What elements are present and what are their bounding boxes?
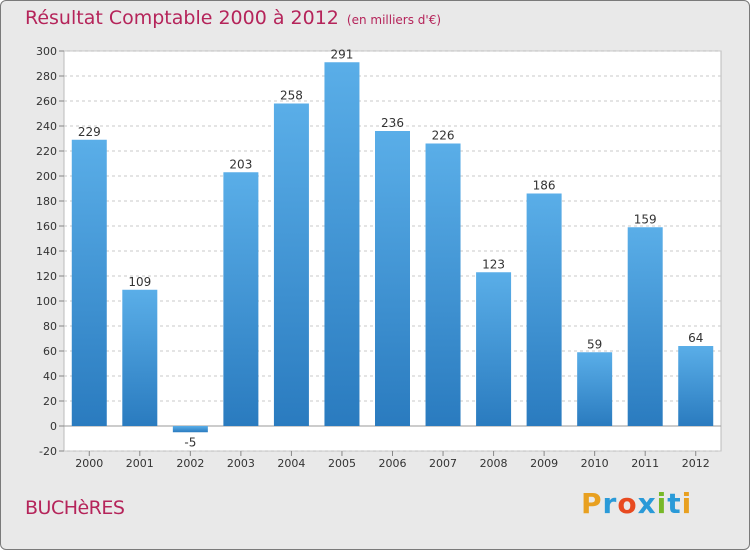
x-tick-label: 2005 [328,457,356,470]
x-tick-label: 2009 [530,457,558,470]
y-tick-label: 120 [36,270,57,283]
y-tick-label: 280 [36,70,57,83]
y-tick-label: 160 [36,220,57,233]
x-tick-label: 2001 [126,457,154,470]
bar-2006 [375,131,410,426]
value-label: 59 [587,337,602,351]
logo-letter: i [656,487,668,520]
y-tick-label: 0 [50,420,57,433]
x-tick-label: 2012 [682,457,710,470]
proxiti-logo: Proxiti [581,487,692,520]
value-label: 258 [280,89,303,103]
value-label: 123 [482,257,505,271]
logo-letter: i [681,487,693,520]
x-tick-label: 2007 [429,457,457,470]
y-tick-label: 200 [36,170,57,183]
value-label: 159 [634,212,657,226]
y-tick-label: 300 [36,45,57,58]
value-label: 186 [533,179,556,193]
bar-2007 [425,143,461,426]
x-tick-label: 2004 [277,457,305,470]
x-tick-label: 2010 [581,457,609,470]
chart-subtitle: (en milliers d'€) [346,13,442,27]
value-label: 203 [229,157,252,171]
x-tick-label: 2011 [631,457,659,470]
bar-2004 [273,103,309,426]
x-tick-label: 2006 [379,457,407,470]
x-tick-label: 2002 [176,457,204,470]
y-tick-label: -20 [39,445,57,458]
bar-2003 [223,172,259,426]
bar-2001 [122,289,158,426]
commune-name: BUCHèRES [25,497,125,519]
logo-letter: x [637,487,657,520]
value-label: 226 [432,129,455,143]
x-tick-label: 2008 [480,457,508,470]
bar-2005 [324,62,360,426]
logo-letter: r [602,487,618,520]
y-tick-label: 20 [43,395,57,408]
logo-letter: o [617,487,638,520]
y-tick-label: 180 [36,195,57,208]
bar-2000 [71,139,107,426]
bar-2012 [678,346,714,426]
bar-2002 [172,426,208,433]
y-tick-label: 100 [36,295,57,308]
value-label: -5 [184,435,196,449]
bar-2010 [577,352,613,426]
bar-2008 [476,272,512,426]
y-tick-label: 60 [43,345,57,358]
chart-title: Résultat Comptable 2000 à 2012 (en millie… [25,7,441,29]
y-tick-label: 140 [36,245,57,258]
y-tick-label: 240 [36,120,57,133]
y-tick-label: 40 [43,370,57,383]
x-tick-label: 2000 [75,457,103,470]
logo-letter: P [581,487,603,520]
y-tick-label: 80 [43,320,57,333]
bar-2009 [526,193,562,426]
chart-title-text: Résultat Comptable 2000 à 2012 [25,7,339,29]
logo-letter: t [667,487,682,520]
x-tick-label: 2003 [227,457,255,470]
y-tick-label: 260 [36,95,57,108]
value-label: 229 [78,125,101,139]
value-label: 236 [381,116,404,130]
value-label: 109 [128,275,151,289]
y-tick-label: 220 [36,145,57,158]
value-label: 291 [331,47,354,61]
value-label: 64 [688,331,703,345]
bar-2011 [627,227,663,426]
